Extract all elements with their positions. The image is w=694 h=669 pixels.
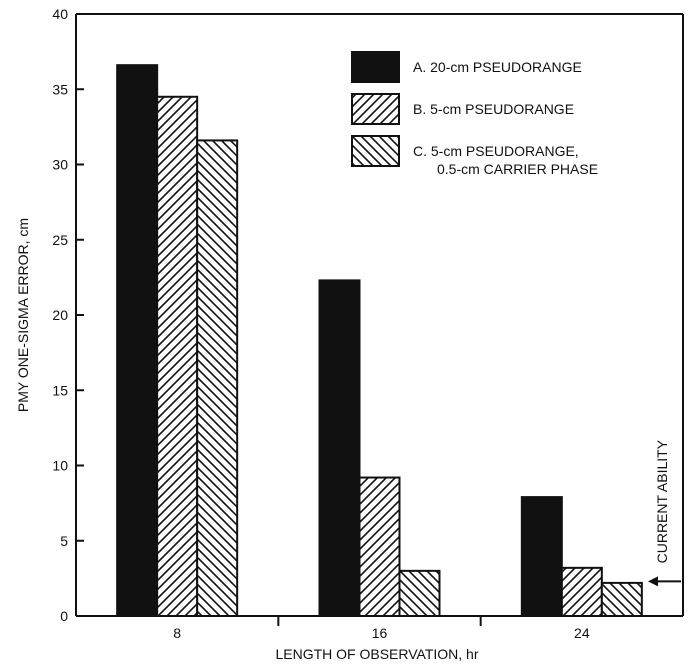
bar-series-1-cat-16 <box>318 279 361 617</box>
bar-series-1-cat-24 <box>520 496 563 618</box>
bar-series-2-cat-8 <box>156 95 199 617</box>
y-tick-label: 40 <box>52 6 68 22</box>
legend-swatch <box>351 51 400 83</box>
bar-series-1-cat-8 <box>116 64 159 618</box>
bar-series-3-cat-8 <box>196 139 239 617</box>
x-tick-label: 8 <box>173 625 181 641</box>
legend-label: 0.5-cm CARRIER PHASE <box>437 161 598 177</box>
x-axis-title: LENGTH OF OBSERVATION, hr <box>275 646 478 662</box>
y-tick-label: 30 <box>52 157 68 173</box>
legend-label: C. 5-cm PSEUDORANGE, <box>413 143 579 159</box>
y-tick-label: 35 <box>52 81 68 97</box>
y-tick-label: 10 <box>52 458 68 474</box>
bar-series-3-cat-16 <box>398 569 441 617</box>
y-tick-label: 5 <box>60 533 68 549</box>
x-tick-label: 24 <box>574 625 590 641</box>
y-axis-ticks: 0 5 10 15 20 25 30 35 40 <box>52 6 84 624</box>
y-axis-title: PMY ONE-SIGMA ERROR, cm <box>15 218 31 412</box>
x-tick-label: 16 <box>372 625 388 641</box>
current-ability-marker: CURRENT ABILITY <box>648 439 681 587</box>
bar-series-2-cat-16 <box>358 476 401 618</box>
y-tick-label: 15 <box>52 382 68 398</box>
bars-group <box>116 64 643 618</box>
legend-swatch <box>351 135 400 167</box>
y-tick-label: 20 <box>52 307 68 323</box>
legend-label: B. 5-cm PSEUDORANGE <box>413 101 574 117</box>
y-tick-label: 25 <box>52 232 68 248</box>
marker-label: CURRENT ABILITY <box>654 439 670 563</box>
legend-swatch <box>351 93 400 125</box>
legend-label: A. 20-cm PSEUDORANGE <box>413 59 582 75</box>
y-tick-label: 0 <box>60 608 68 624</box>
bar-series-3-cat-24 <box>600 581 643 618</box>
legend: A. 20-cm PSEUDORANGE B. 5-cm PSEUDORANGE C… <box>351 51 598 177</box>
marker-arrow-head <box>648 576 658 587</box>
bar-series-2-cat-24 <box>560 566 603 618</box>
x-axis-ticks: 8 16 24 <box>173 616 590 641</box>
